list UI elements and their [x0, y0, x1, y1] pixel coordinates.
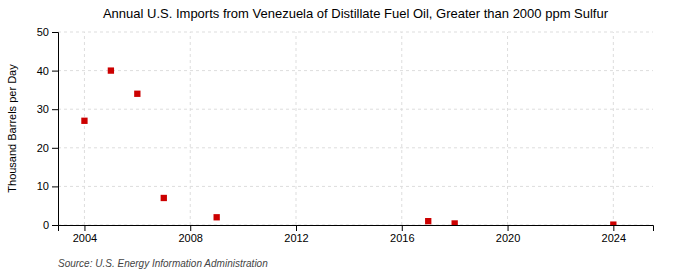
x-axis-tick: 2004 [73, 225, 97, 244]
y-axis-tick-label: 30 [37, 103, 49, 115]
point [81, 118, 87, 124]
point [214, 214, 220, 220]
grid-line-y [58, 147, 653, 148]
y-axis: 0 10 20 30 40 50 [37, 26, 59, 231]
grid-line-x [296, 32, 297, 225]
point [452, 220, 458, 225]
grid-line-x [84, 32, 85, 225]
point [161, 195, 167, 201]
x-axis-tick: 2008 [178, 225, 202, 244]
y-axis-tick-mark [52, 148, 58, 149]
grid-line-y [58, 70, 653, 71]
grid-line-x [507, 32, 508, 225]
y-axis-tick: 10 [37, 180, 58, 192]
y-axis-tick-label: 0 [43, 219, 49, 231]
y-axis-tick: 0 [43, 219, 58, 231]
x-axis-tick-mark [402, 225, 403, 231]
x-axis: 2004 2008 2012 2016 2020 2024 [59, 225, 654, 244]
y-axis-title: Thousand Barrels per Day [6, 64, 18, 193]
grid-line-x [401, 32, 402, 225]
y-axis-tick-mark [52, 71, 58, 72]
point [610, 221, 616, 225]
x-axis-tick-mark [84, 225, 85, 231]
point [134, 91, 140, 97]
points [81, 67, 616, 225]
x-axis-tick-label: 2024 [602, 232, 626, 244]
grid-line-x [613, 32, 614, 225]
grid-line-y [58, 109, 653, 110]
x-axis-line [59, 226, 654, 232]
x-axis-tick-label: 2004 [73, 232, 97, 244]
y-axis-tick: 30 [37, 103, 58, 115]
chart: 2004 2008 2012 2016 2020 2024 0 10 20 30 40 50 Annua… [0, 0, 675, 275]
y-axis-tick: 20 [37, 142, 58, 154]
x-axis-tick: 2020 [496, 225, 520, 244]
y-axis-tick-mark [52, 32, 58, 33]
point [425, 218, 431, 224]
grid [58, 32, 653, 225]
x-axis-tick: 2016 [390, 225, 414, 244]
x-axis-tick-mark [296, 225, 297, 231]
grid-line-y [58, 32, 653, 33]
x-axis-tick-label: 2016 [390, 232, 414, 244]
grid-line-x [190, 32, 191, 225]
y-axis-tick-mark [52, 225, 58, 226]
title: Annual U.S. Imports from Venezuela of Di… [103, 6, 609, 21]
y-axis-tick-label: 50 [37, 26, 49, 38]
point [108, 67, 114, 73]
y-axis-tick-label: 40 [37, 65, 49, 77]
y-axis-tick-mark [52, 186, 58, 187]
y-axis-tick-mark [52, 109, 58, 110]
x-axis-tick-label: 2008 [178, 232, 202, 244]
y-axis-tick: 50 [37, 26, 58, 38]
x-axis-tick-mark [190, 225, 191, 231]
x-axis-tick-mark [613, 225, 614, 231]
y-axis-line [52, 33, 59, 226]
x-axis-tick-label: 2020 [496, 232, 520, 244]
x-axis-tick: 2024 [602, 225, 626, 244]
grid-line-y [58, 186, 653, 187]
x-axis-tick: 2012 [284, 225, 308, 244]
y-axis-tick-label: 10 [37, 180, 49, 192]
x-axis-tick-mark [508, 225, 509, 231]
y-axis-tick-label: 20 [37, 142, 49, 154]
x-axis-tick-label: 2012 [284, 232, 308, 244]
source: Source: U.S. Energy Information Administ… [58, 258, 268, 269]
y-axis-tick: 40 [37, 65, 58, 77]
chart-container: 2004 2008 2012 2016 2020 2024 0 10 20 30 40 50 Annua… [0, 0, 675, 275]
